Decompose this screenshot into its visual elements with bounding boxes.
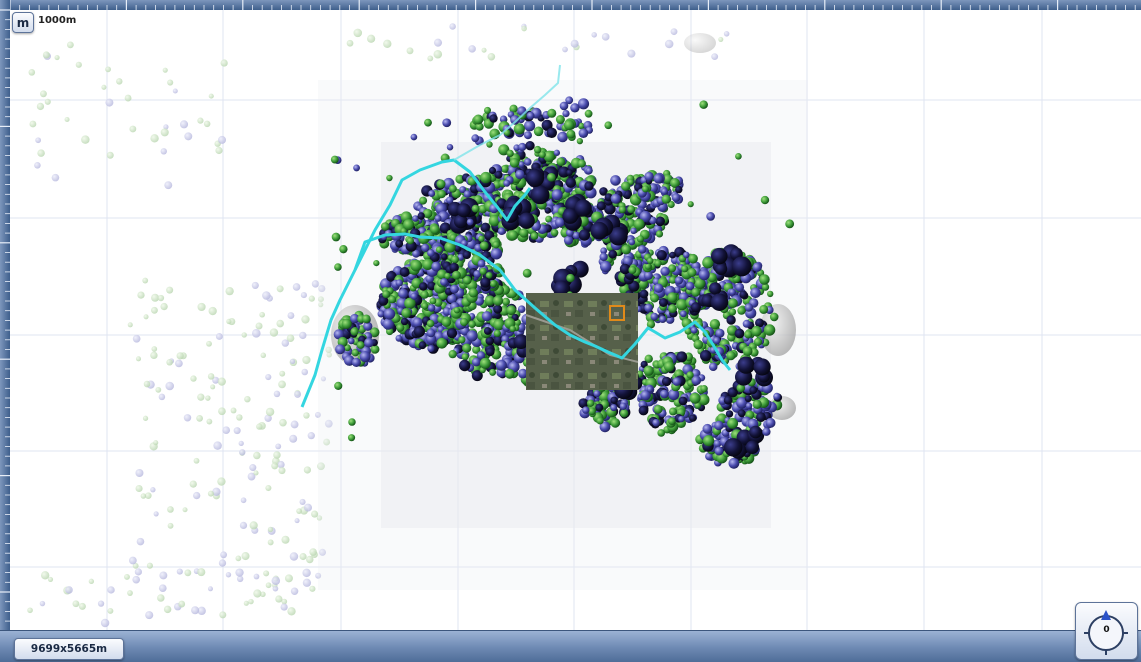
map-layer — [10, 10, 1141, 630]
road-line-layer — [300, 64, 732, 408]
compass-button[interactable]: 0 — [1075, 602, 1138, 660]
scale-label: 1000m — [38, 15, 77, 26]
left-ruler — [0, 0, 10, 661]
unit-toggle-button[interactable]: m — [12, 12, 34, 33]
compass-icon — [1084, 610, 1128, 655]
faint-point-layer — [27, 23, 730, 628]
map-extent-button[interactable]: 9699x5665m — [14, 638, 124, 660]
status-bar — [0, 630, 1141, 662]
map-canvas[interactable] — [10, 10, 1141, 630]
map-grid — [10, 10, 1141, 630]
compass-heading-value: 0 — [1103, 625, 1110, 635]
top-ruler — [0, 0, 1141, 10]
